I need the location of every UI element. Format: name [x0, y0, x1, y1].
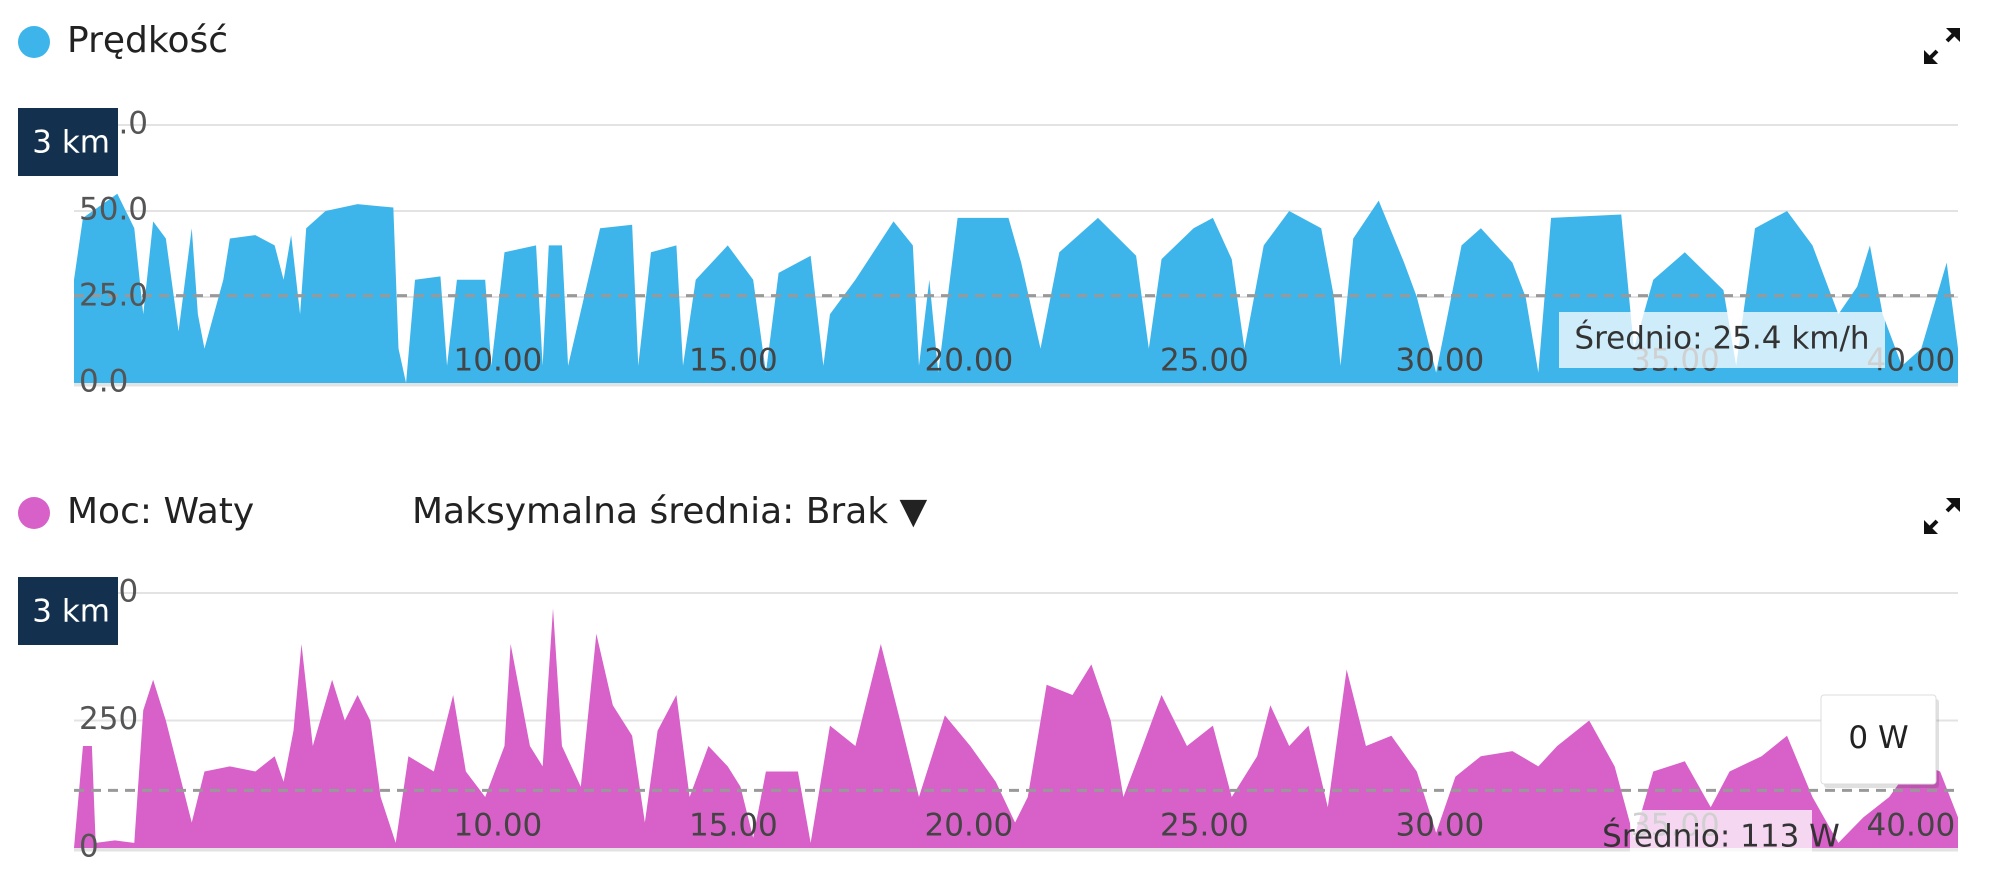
y-tick-label: 50.0	[79, 192, 148, 228]
x-tick-label: 30.00	[1396, 343, 1485, 379]
cursor-label: 3 km	[32, 125, 110, 161]
average-label-box	[1630, 810, 1812, 866]
cursor-label-box	[18, 108, 118, 176]
tooltip-box	[1820, 694, 1937, 785]
x-tick-label: 15.00	[689, 808, 778, 844]
x-tick-label: 20.00	[925, 808, 1014, 844]
x-tick-label: 30.00	[1396, 808, 1485, 844]
average-label: Średnio: 113 W	[1602, 818, 1840, 855]
chart-title: Moc: Waty	[67, 491, 254, 532]
tooltip: 0 W	[1848, 720, 1908, 756]
legend-dot	[18, 26, 50, 58]
expand-icon[interactable]	[1924, 28, 1960, 64]
dropdown[interactable]: Maksymalna średnia: Brak ▼	[412, 491, 928, 532]
cursor-label-box	[18, 577, 118, 645]
cursor-label: 3 km	[32, 594, 110, 630]
average-label-box	[1559, 312, 1885, 368]
y-tick-label: 0.0	[79, 364, 128, 400]
legend-dot	[18, 497, 50, 529]
chart-title: Prędkość	[67, 20, 228, 61]
x-tick-label: 25.00	[1160, 343, 1249, 379]
y-tick-label: 250	[79, 701, 138, 737]
area	[74, 608, 1958, 848]
expand-icon[interactable]	[1924, 498, 1960, 534]
x-tick-label: 40.00	[1867, 808, 1956, 844]
x-tick-label: 25.00	[1160, 808, 1249, 844]
y-tick-label: 25.0	[79, 278, 148, 314]
average-label: Średnio: 25.4 km/h	[1574, 320, 1869, 357]
x-tick-label: 20.00	[925, 343, 1014, 379]
area	[74, 193, 1958, 383]
x-tick-label: 10.00	[454, 808, 543, 844]
x-tick-label: 10.00	[454, 343, 543, 379]
x-tick-label: 15.00	[689, 343, 778, 379]
y-tick-label: 0	[79, 829, 99, 865]
